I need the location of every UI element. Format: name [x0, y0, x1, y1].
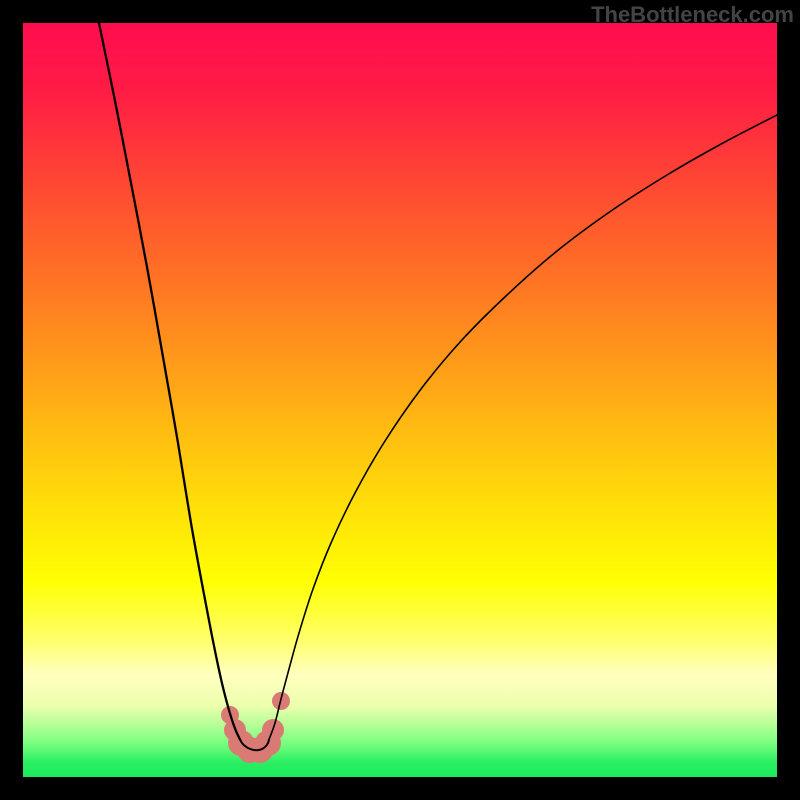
plot-area: [23, 23, 777, 777]
left-curve: [99, 23, 240, 740]
watermark-text: TheBottleneck.com: [591, 2, 794, 28]
chart-frame: TheBottleneck.com: [0, 0, 800, 800]
right-curve: [269, 115, 777, 740]
bottleneck-curve: [23, 23, 777, 777]
